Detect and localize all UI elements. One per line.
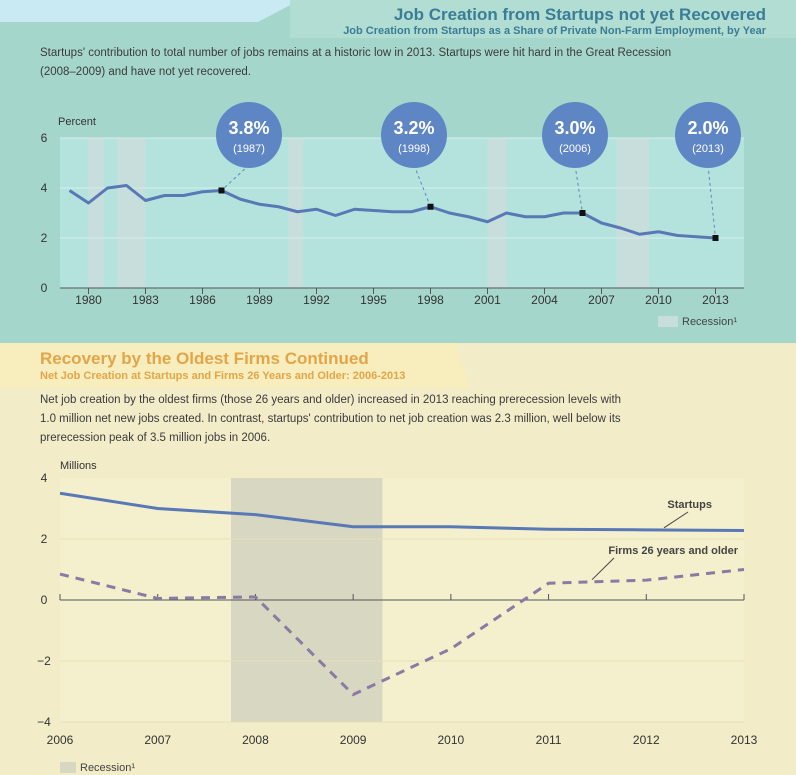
y-tick-label: −2 [37, 654, 51, 668]
recession-band [288, 138, 304, 288]
series-label-startups: Startups [667, 499, 712, 511]
top-description: Startups' contribution to total number o… [40, 44, 780, 82]
bottom-description-line: prerecession peak of 3.5 million jobs in… [40, 432, 271, 444]
recession-band [616, 138, 649, 288]
x-tick-label: 1989 [246, 293, 273, 307]
callout-year: (1987) [233, 143, 265, 155]
bottom-chart-title: Recovery by the Oldest Firms Continued [40, 349, 369, 368]
bottom-title-band [0, 343, 470, 388]
x-tick-label: 2010 [645, 293, 672, 307]
x-tick-label: 2008 [242, 733, 269, 747]
callout-marker [218, 187, 225, 194]
callout-year: (2006) [559, 143, 591, 155]
top-description-line: (2008–2009) and have not yet recovered. [40, 66, 251, 78]
series-leader-startups [663, 511, 689, 529]
y-tick-label: 4 [41, 181, 48, 195]
callout-value: 2.0% [687, 118, 728, 138]
top-chart-subtitle: Job Creation from Startups as a Share of… [343, 25, 766, 37]
top-tab-decoration [0, 0, 300, 22]
callout-value: 3.0% [554, 118, 595, 138]
startups-line [59, 491, 745, 532]
callout-value: 3.2% [393, 118, 434, 138]
x-tick-label: 1995 [360, 293, 387, 307]
x-tick-label: 1986 [189, 293, 216, 307]
y-tick-label: 2 [41, 532, 48, 546]
callout-bubble [216, 102, 282, 168]
callout-leader [413, 164, 431, 207]
series-leader-older-firms [591, 557, 615, 581]
x-tick-label: 2010 [438, 733, 465, 747]
callout-bubble [542, 102, 608, 168]
series-label-older-firms: Firms 26 years and older [608, 545, 738, 557]
y-axis-label: Millions [60, 460, 97, 472]
y-tick-label: 0 [41, 593, 48, 607]
top-chart-title: Job Creation from Startups not yet Recov… [393, 5, 766, 24]
callout-year: (1998) [398, 143, 430, 155]
callout-bubble [381, 102, 447, 168]
top-description-line: Startups' contribution to total number o… [40, 47, 672, 59]
y-tick-label: −4 [37, 715, 51, 729]
x-tick-label: 2006 [47, 733, 74, 747]
callout-marker [712, 235, 719, 241]
x-tick-label: 1980 [75, 293, 102, 307]
bottom-description-line: 1.0 million net new jobs created. In con… [40, 413, 621, 425]
callout-leader [221, 164, 250, 191]
bottom-description-line: Net job creation by the oldest firms (th… [40, 394, 622, 406]
startup-share-chart: 0 2 4 6 Percent 1980 1983 1986 1989 1992 1995 1998 2… [41, 102, 744, 328]
plot-area [60, 478, 744, 722]
bottom-description: Net job creation by the oldest firms (th… [40, 391, 780, 448]
legend-recession-label: Recession¹ [682, 316, 737, 328]
legend-recession-swatch [60, 762, 76, 773]
startup-share-line [68, 184, 716, 240]
callout-leader [574, 164, 583, 214]
callout-bubble [675, 102, 741, 168]
x-tick-label: 1983 [132, 293, 159, 307]
callout-leader [707, 164, 716, 239]
x-tick-label: 1998 [417, 293, 444, 307]
legend-recession-label: Recession¹ [80, 762, 135, 774]
x-tick-label: 2011 [536, 733, 562, 747]
callout-marker [427, 203, 434, 210]
y-tick-label: 2 [41, 231, 48, 245]
x-tick-label: 2001 [474, 293, 501, 307]
top-title-band [290, 0, 796, 38]
callout-year: (2013) [692, 143, 724, 155]
x-tick-label: 2007 [144, 733, 171, 747]
x-tick-label: 2007 [588, 293, 615, 307]
callout-value: 3.8% [228, 118, 269, 138]
x-tick-label: 2013 [731, 733, 758, 747]
x-tick-label: 2004 [531, 293, 558, 307]
recession-band [487, 138, 507, 288]
x-tick-label: 2009 [340, 733, 367, 747]
recession-band [117, 138, 146, 288]
legend-recession-swatch [658, 316, 678, 327]
x-tick-label: 2013 [702, 293, 729, 307]
recession-band [88, 138, 104, 288]
y-tick-label: 4 [41, 471, 48, 485]
x-tick-label: 1992 [303, 293, 330, 307]
x-tick-label: 2012 [633, 733, 660, 747]
y-tick-label: 0 [41, 281, 48, 295]
callout-marker [579, 210, 586, 216]
y-axis-label: Percent [58, 116, 96, 128]
y-tick-label: 6 [41, 131, 48, 145]
bottom-chart-subtitle: Net Job Creation at Startups and Firms 2… [40, 370, 406, 382]
recession-band [231, 478, 383, 722]
older-firms-line [59, 568, 745, 697]
